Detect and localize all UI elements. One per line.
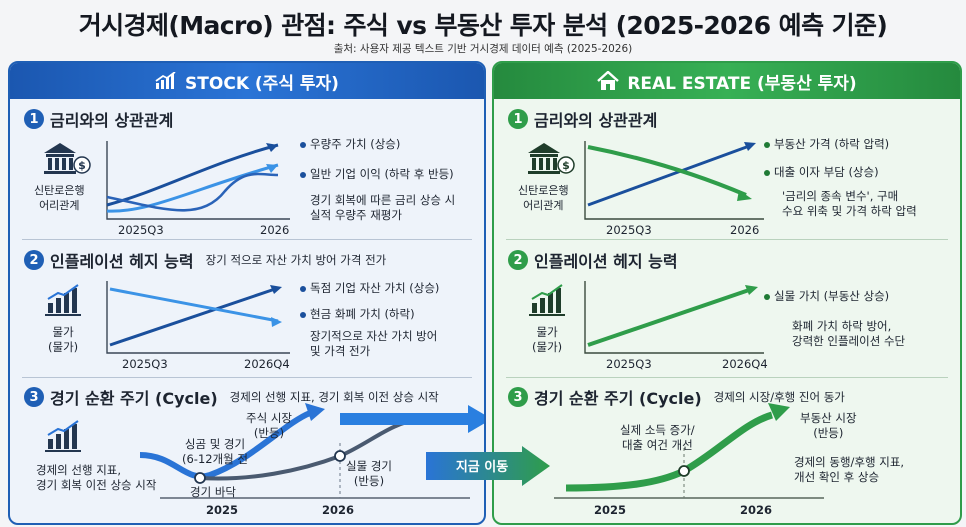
- stock-s1-icon-label: 신탄로은행 어리관계: [34, 184, 85, 212]
- stock-s3-left-note: 경제의 선행 지표, 경기 회복 이전 상승 시작: [36, 463, 157, 492]
- re-s3-x-end: 2026: [740, 503, 773, 517]
- stock-s3-market-curve: [139, 410, 312, 480]
- svg-text:$: $: [562, 159, 570, 172]
- stock-s2-legend-2: 현금 화폐 가치 (하락): [300, 307, 415, 322]
- stock-s1-line-quality: [106, 143, 279, 207]
- re-s2-line-real-value: [587, 287, 753, 347]
- stock-s2-title-text: 인플레이션 헤지 능력: [50, 252, 194, 271]
- re-s1-number: 1: [508, 109, 528, 129]
- stock-s2-chart: [45, 281, 290, 354]
- re-divider-1: [506, 239, 948, 240]
- stock-s3-bottom-label: 경기 바닥: [190, 485, 236, 499]
- stock-s2-icon-label: 물가 (물가): [48, 325, 79, 354]
- stock-s1-title-text: 금리와의 상관관계: [50, 111, 174, 130]
- bank-icon: $: [44, 143, 91, 174]
- stock-s3-real-label: 실물 경기 (반등): [346, 459, 392, 488]
- growth-chart-icon: [529, 284, 565, 316]
- re-s1-legend-2: 대출 이자 부담 (상승): [764, 165, 879, 180]
- re-s1-x-end: 2026: [730, 223, 760, 237]
- stock-panel: STOCK (주식 투자) 1 금리와의 상관관계 $ 신탄로은행 어리관계 2…: [8, 61, 486, 525]
- re-s3-x-start: 2025: [594, 503, 627, 517]
- re-s2-x-end: 2026Q4: [722, 357, 768, 371]
- re-s2-icon-label: 물가 (물가): [532, 325, 563, 354]
- growth-chart-icon: [45, 420, 81, 452]
- stock-s1-legend-1: 우량주 가치 (상승): [300, 137, 400, 152]
- stock-s2-legend-1: 독점 기업 자산 가치 (상승): [300, 281, 439, 296]
- stock-s3-inline-note: 경제의 선행 지표, 경기 회복 이전 상승 시작: [229, 390, 439, 404]
- re-s3-number: 3: [508, 387, 528, 407]
- stock-header: STOCK (주식 투자): [10, 63, 484, 99]
- stock-s3-title: 3 경기 순환 주기 (Cycle) 경제의 선행 지표, 경기 회복 이전 상…: [24, 385, 439, 409]
- real-estate-header-label: REAL ESTATE (부동산 투자): [627, 73, 857, 94]
- stock-s1-legend-2: 일반 기업 이익 (하락 후 반등): [300, 167, 454, 182]
- stock-s2-note: 장기적으로 자산 가치 방어 및 가격 전가: [310, 329, 438, 358]
- re-s1-title: 1 금리와의 상관관계: [508, 107, 657, 131]
- re-s2-title: 2 인플레이션 헤지 능력: [508, 248, 678, 272]
- stock-s1-x-start: 2025Q3: [118, 223, 164, 237]
- stock-header-label: STOCK (주식 투자): [185, 73, 339, 94]
- re-s3-chart: [554, 403, 824, 499]
- stock-s1-number: 1: [24, 109, 44, 129]
- stock-s3-x-end: 2026: [322, 503, 355, 517]
- stock-divider-1: [22, 239, 472, 240]
- stock-s1-line-rebound: [106, 172, 279, 212]
- re-s1-note: '금리의 종속 변수', 구매 수요 위축 및 가격 하락 압력: [782, 189, 917, 218]
- page-subtitle: 출처: 사용자 제공 텍스트 기반 거시경제 데이터 예측 (2025-2026…: [333, 43, 633, 55]
- stock-s1-title: 1 금리와의 상관관계: [24, 107, 173, 131]
- re-s3-title: 3 경기 순환 주기 (Cycle) 경제의 시장/후행 진어 동가: [508, 385, 845, 409]
- stock-s3-bottom-marker: [194, 472, 206, 484]
- stock-s2-line-cash: [109, 287, 279, 323]
- stock-s1-x-end: 2026: [260, 223, 290, 237]
- stock-s3-title-text: 경기 순환 주기 (Cycle): [50, 389, 218, 408]
- stock-s2-x-start: 2025Q3: [122, 357, 168, 371]
- stock-s3-number: 3: [24, 387, 44, 407]
- re-s2-title-text: 인플레이션 헤지 능력: [534, 252, 678, 271]
- re-s3-note: 경제의 동행/후행 지표, 개선 확인 후 상승: [794, 455, 905, 484]
- stock-s2-inline-note: 장기 적으로 자산 가치 방어 가격 전가: [205, 253, 387, 267]
- re-s1-chart: $: [528, 141, 764, 220]
- stock-divider-2: [22, 377, 472, 378]
- stock-s2-line-monopoly: [109, 286, 279, 347]
- re-s1-icon-label: 신탄로은행 어리관계: [518, 184, 569, 212]
- re-s2-chart: [529, 281, 764, 354]
- stock-s2-number: 2: [24, 250, 44, 270]
- re-divider-2: [506, 377, 948, 378]
- svg-text:$: $: [78, 159, 86, 172]
- re-s1-title-text: 금리와의 상관관계: [534, 111, 658, 130]
- re-s3-inline-note: 경제의 시장/후행 진어 동가: [713, 390, 845, 404]
- real-estate-header: REAL ESTATE (부동산 투자): [494, 63, 960, 99]
- stock-s3-x-start: 2025: [206, 503, 239, 517]
- transition-arrow: [426, 446, 550, 486]
- page-title: 거시경제(Macro) 관점: 주식 vs 부동산 투자 분석 (2025-20…: [78, 11, 888, 40]
- growth-chart-icon: [45, 284, 81, 316]
- chart-up-icon: [155, 72, 176, 89]
- re-s1-line-price: [587, 143, 753, 207]
- stock-s2-x-end: 2026Q4: [244, 357, 290, 371]
- stock-s3-chart: [45, 403, 484, 499]
- re-s1-legend-1: 부동산 가격 (하락 압력): [764, 137, 889, 152]
- re-s2-x-start: 2025Q3: [606, 357, 652, 371]
- re-s2-legend-1: 실물 가치 (부동산 상승): [764, 289, 889, 304]
- stock-s1-note: 경기 회복에 따른 금리 상승 시 실적 우량주 재평가: [310, 193, 456, 222]
- re-s2-note: 화폐 가치 하락 방어, 강력한 인플레이션 수단: [792, 319, 906, 348]
- stock-s3-market-label: 주식 시장 (반등): [246, 411, 292, 440]
- real-estate-panel: REAL ESTATE (부동산 투자) 1 금리와의 상관관계 $ 신탄로은행…: [492, 61, 962, 525]
- re-s3-market-label: 부동산 시장 (반등): [800, 411, 857, 440]
- stock-s3-boom-label: 싱곰 및 경기 (6-12개월 전: [182, 437, 248, 466]
- re-s1-line-interest: [587, 145, 747, 197]
- stock-s2-title: 2 인플레이션 헤지 능력 장기 적으로 자산 가치 방어 가격 전가: [24, 248, 386, 272]
- now-move-label: 지금 이동: [455, 460, 509, 475]
- re-s3-title-text: 경기 순환 주기 (Cycle): [534, 389, 702, 408]
- re-s2-number: 2: [508, 250, 528, 270]
- stock-s3-real-marker: [334, 450, 346, 462]
- re-s3-income-marker: [678, 465, 690, 477]
- stock-s1-line-general: [106, 163, 279, 213]
- re-s1-x-start: 2025Q3: [606, 223, 652, 237]
- bank-icon: $: [528, 143, 575, 174]
- house-icon: [597, 71, 620, 90]
- re-s3-income-label: 실제 소득 증가/ 대출 여건 개선: [620, 423, 695, 452]
- stock-s1-chart: $: [44, 141, 290, 220]
